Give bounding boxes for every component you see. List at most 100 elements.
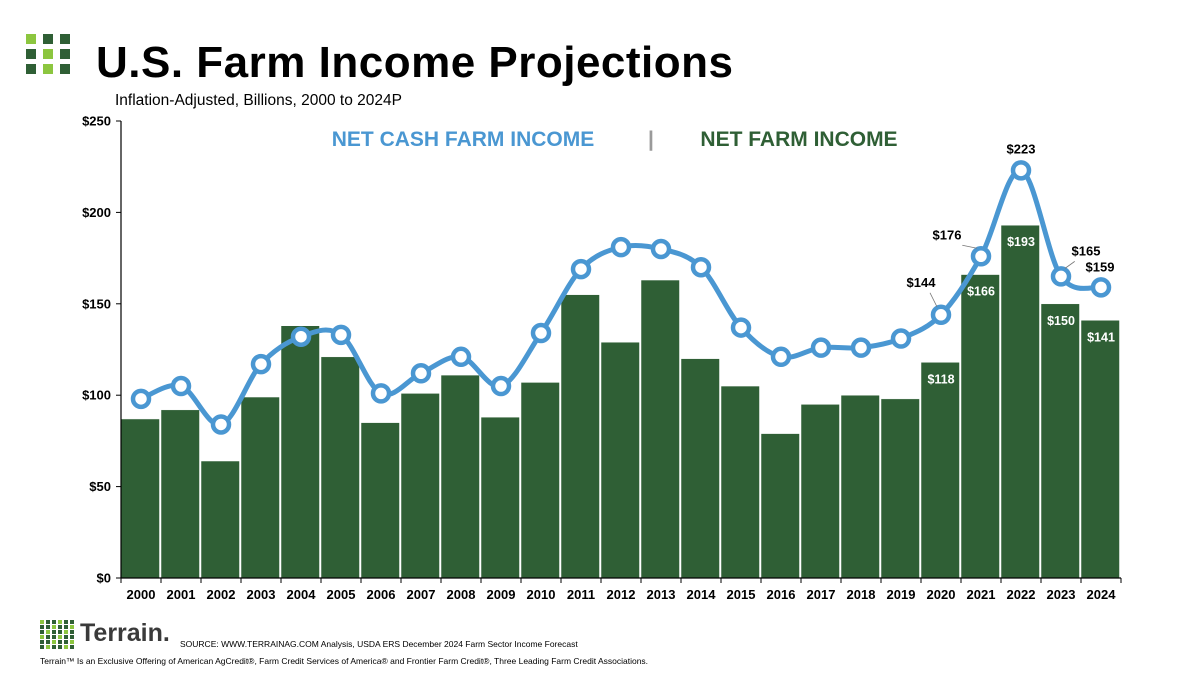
logo-dot xyxy=(70,635,74,639)
line-point-2012 xyxy=(610,236,632,258)
line-point-2024 xyxy=(1090,277,1112,298)
logo-dot xyxy=(46,630,50,634)
logo-dot xyxy=(46,620,50,624)
page-title: U.S. Farm Income Projections xyxy=(96,38,734,87)
bar-2016 xyxy=(760,433,800,579)
x-tick-label: 2003 xyxy=(247,587,276,602)
logo-square xyxy=(26,49,36,59)
line-point-2004 xyxy=(290,326,312,347)
logo-square xyxy=(60,34,70,44)
x-tick-label: 2011 xyxy=(567,587,595,602)
y-tick-label: $150 xyxy=(82,296,111,311)
line-value-label: $144 xyxy=(907,275,937,290)
bar-2020 xyxy=(920,362,960,579)
logo-dot xyxy=(70,620,74,624)
line-point-2002 xyxy=(210,414,232,435)
line-point-2023 xyxy=(1050,266,1072,287)
y-tick-label: $100 xyxy=(82,388,111,403)
bar-2006 xyxy=(360,422,400,579)
line-point-2001 xyxy=(170,375,192,397)
x-tick-label: 2007 xyxy=(407,587,436,602)
x-tick-label: 2023 xyxy=(1047,587,1076,602)
bar-2008 xyxy=(440,374,480,579)
bar-2004 xyxy=(280,325,320,579)
x-tick-label: 2002 xyxy=(207,587,236,602)
logo-dot xyxy=(58,620,62,624)
logo-square xyxy=(26,34,36,44)
source-note: SOURCE: WWW.TERRAINAG.COM Analysis, USDA… xyxy=(180,639,578,649)
x-tick-label: 2006 xyxy=(367,587,396,602)
x-tick-label: 2013 xyxy=(647,587,676,602)
x-tick-label: 2001 xyxy=(167,587,196,602)
logo-dot xyxy=(40,645,44,649)
bar-2024 xyxy=(1080,320,1120,579)
line-point-2003 xyxy=(250,353,272,375)
legend-net-cash-farm-income: NET CASH FARM INCOME xyxy=(332,128,595,151)
y-tick-label: $50 xyxy=(89,479,111,494)
logo-dot xyxy=(70,630,74,634)
logo-dot xyxy=(64,625,68,629)
bar-2002 xyxy=(200,460,240,579)
label-leader-line xyxy=(962,244,978,249)
logo-dot xyxy=(70,640,74,644)
bar-2013 xyxy=(640,279,680,579)
logo-dot xyxy=(40,625,44,629)
bar-2003 xyxy=(240,396,280,579)
line-point-2010 xyxy=(530,322,552,344)
y-tick-label: $250 xyxy=(82,114,111,129)
logo-dot xyxy=(52,630,56,634)
bar-2022 xyxy=(1000,224,1040,579)
x-tick-label: 2015 xyxy=(727,587,756,602)
logo-dot xyxy=(58,630,62,634)
label-leader-line xyxy=(1064,261,1075,269)
line-point-2000 xyxy=(130,388,152,410)
logo-dot xyxy=(64,645,68,649)
bar-value-label: $166 xyxy=(967,285,995,299)
bar-2018 xyxy=(840,394,880,579)
x-tick-label: 2017 xyxy=(807,587,836,602)
line-value-label: $176 xyxy=(933,227,962,242)
line-point-2009 xyxy=(490,375,512,397)
x-tick-label: 2010 xyxy=(527,587,556,602)
logo-dot xyxy=(64,630,68,634)
terrain-grid-logo xyxy=(26,34,74,78)
logo-dot xyxy=(64,635,68,639)
line-point-2017 xyxy=(810,337,832,358)
bar-2005 xyxy=(320,356,360,579)
line-series xyxy=(130,160,1112,435)
terrain-footer-logo-icon xyxy=(40,620,74,650)
logo-dot xyxy=(52,620,56,624)
bar-2007 xyxy=(400,393,440,579)
logo-dot xyxy=(70,625,74,629)
logo-dot xyxy=(58,635,62,639)
logo-dot xyxy=(58,625,62,629)
x-tick-label: 2012 xyxy=(607,587,636,602)
bar-2019 xyxy=(880,398,920,579)
line-point-2014 xyxy=(690,256,712,278)
label-leader-line xyxy=(929,292,938,307)
bar-2021 xyxy=(960,274,1000,579)
line-point-2006 xyxy=(370,383,392,404)
logo-square xyxy=(43,34,53,44)
bar-value-label: $193 xyxy=(1007,235,1035,249)
chart-subtitle: Inflation-Adjusted, Billions, 2000 to 20… xyxy=(115,92,402,109)
logo-dot xyxy=(40,630,44,634)
bar-2001 xyxy=(160,409,200,579)
logo-dot xyxy=(46,640,50,644)
logo-square xyxy=(26,64,36,74)
line-point-2018 xyxy=(850,337,872,358)
logo-dot xyxy=(46,635,50,639)
line-point-2011 xyxy=(570,258,592,280)
line-point-2008 xyxy=(450,346,472,368)
bar-value-label: $118 xyxy=(927,372,954,386)
x-tick-label: 2014 xyxy=(687,587,717,602)
x-tick-label: 2000 xyxy=(127,587,156,602)
bar-2010 xyxy=(520,382,560,579)
line-point-2015 xyxy=(730,317,752,338)
bar-2012 xyxy=(600,341,640,579)
x-tick-label: 2019 xyxy=(887,587,916,602)
x-tick-label: 2020 xyxy=(927,587,956,602)
bar-2023 xyxy=(1040,303,1080,579)
line-value-label: $223 xyxy=(1007,141,1036,156)
